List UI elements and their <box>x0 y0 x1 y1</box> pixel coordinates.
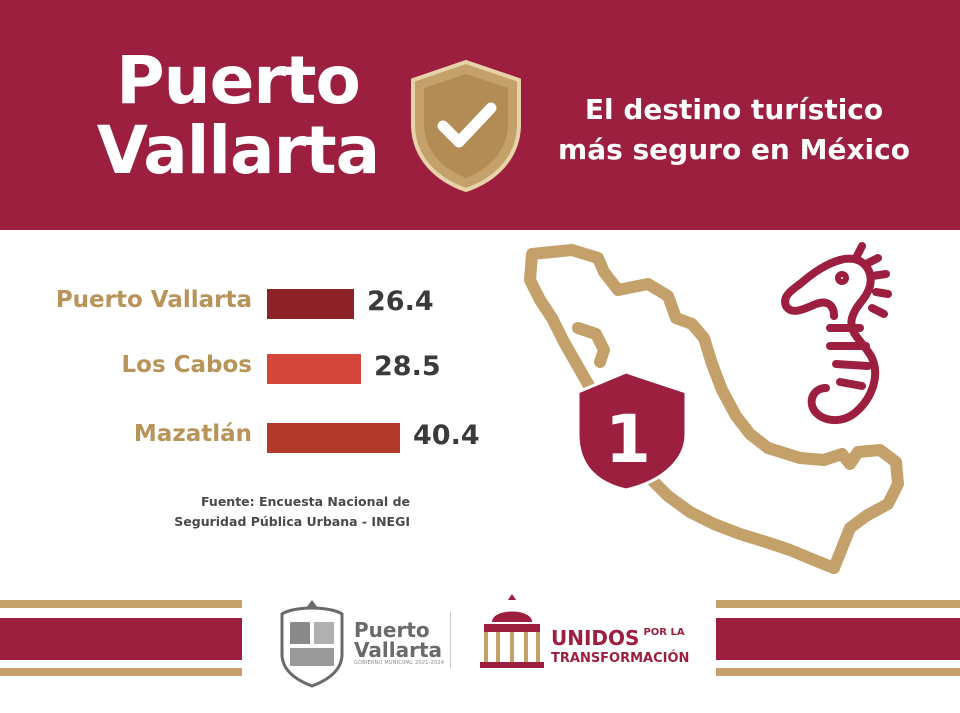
title-line-1: Puerto <box>116 42 361 119</box>
title-line-2: Vallarta <box>96 112 380 189</box>
footer-unidos-main: UNIDOS POR LA <box>551 626 685 650</box>
bar-value-label: 26.4 <box>367 286 434 317</box>
source-note: Fuente: Encuesta Nacional de Seguridad P… <box>120 492 410 532</box>
footer-pv-line-1: Puerto <box>354 618 430 642</box>
footer-stripe-gold-right-bottom <box>716 668 960 676</box>
rank-shield-icon <box>576 370 688 492</box>
footer-stripe-gold-right-top <box>716 600 960 608</box>
mexico-map: 1 <box>524 242 904 574</box>
footer-puerto-vallarta: Puerto Vallarta <box>354 620 442 660</box>
unidos-dome-icon <box>480 594 544 668</box>
bar-label: Mazatlán <box>133 421 252 447</box>
footer-unidos-line-2: TRANSFORMACIÓN <box>551 651 690 666</box>
footer-stripe-gold-left-top <box>0 600 242 608</box>
bar-label: Los Cabos <box>121 352 252 378</box>
bar-value-label: 28.5 <box>374 351 441 382</box>
bar-label: Puerto Vallarta <box>55 287 252 313</box>
footer-stripe-red-right <box>716 618 960 660</box>
footer-stripe-red-left <box>0 618 242 660</box>
footer-unidos-word: UNIDOS <box>551 626 640 650</box>
municipal-crest-icon <box>280 600 344 688</box>
bar <box>267 289 354 319</box>
bar <box>267 354 361 384</box>
tagline-line-1: El destino turístico <box>584 93 884 126</box>
bar <box>267 423 400 453</box>
footer-divider <box>450 612 451 668</box>
footer-pv-small: GOBIERNO MUNICIPAL 2021-2024 <box>354 660 445 666</box>
footer-pv-line-2: Vallarta <box>354 638 443 662</box>
footer-unidos-small: POR LA <box>643 627 685 638</box>
tagline: El destino turístico más seguro en Méxic… <box>548 90 920 170</box>
bar-value-label: 40.4 <box>413 420 480 451</box>
source-line-1: Fuente: Encuesta Nacional de <box>201 494 410 509</box>
page-title: Puerto Vallarta <box>78 46 398 186</box>
rank-number: 1 <box>605 401 651 478</box>
footer-stripe-gold-left-bottom <box>0 668 242 676</box>
seahorse-icon <box>781 242 892 424</box>
tagline-line-2: más seguro en México <box>558 133 910 166</box>
check-shield-icon <box>411 59 521 193</box>
source-line-2: Seguridad Pública Urbana - INEGI <box>174 514 410 529</box>
